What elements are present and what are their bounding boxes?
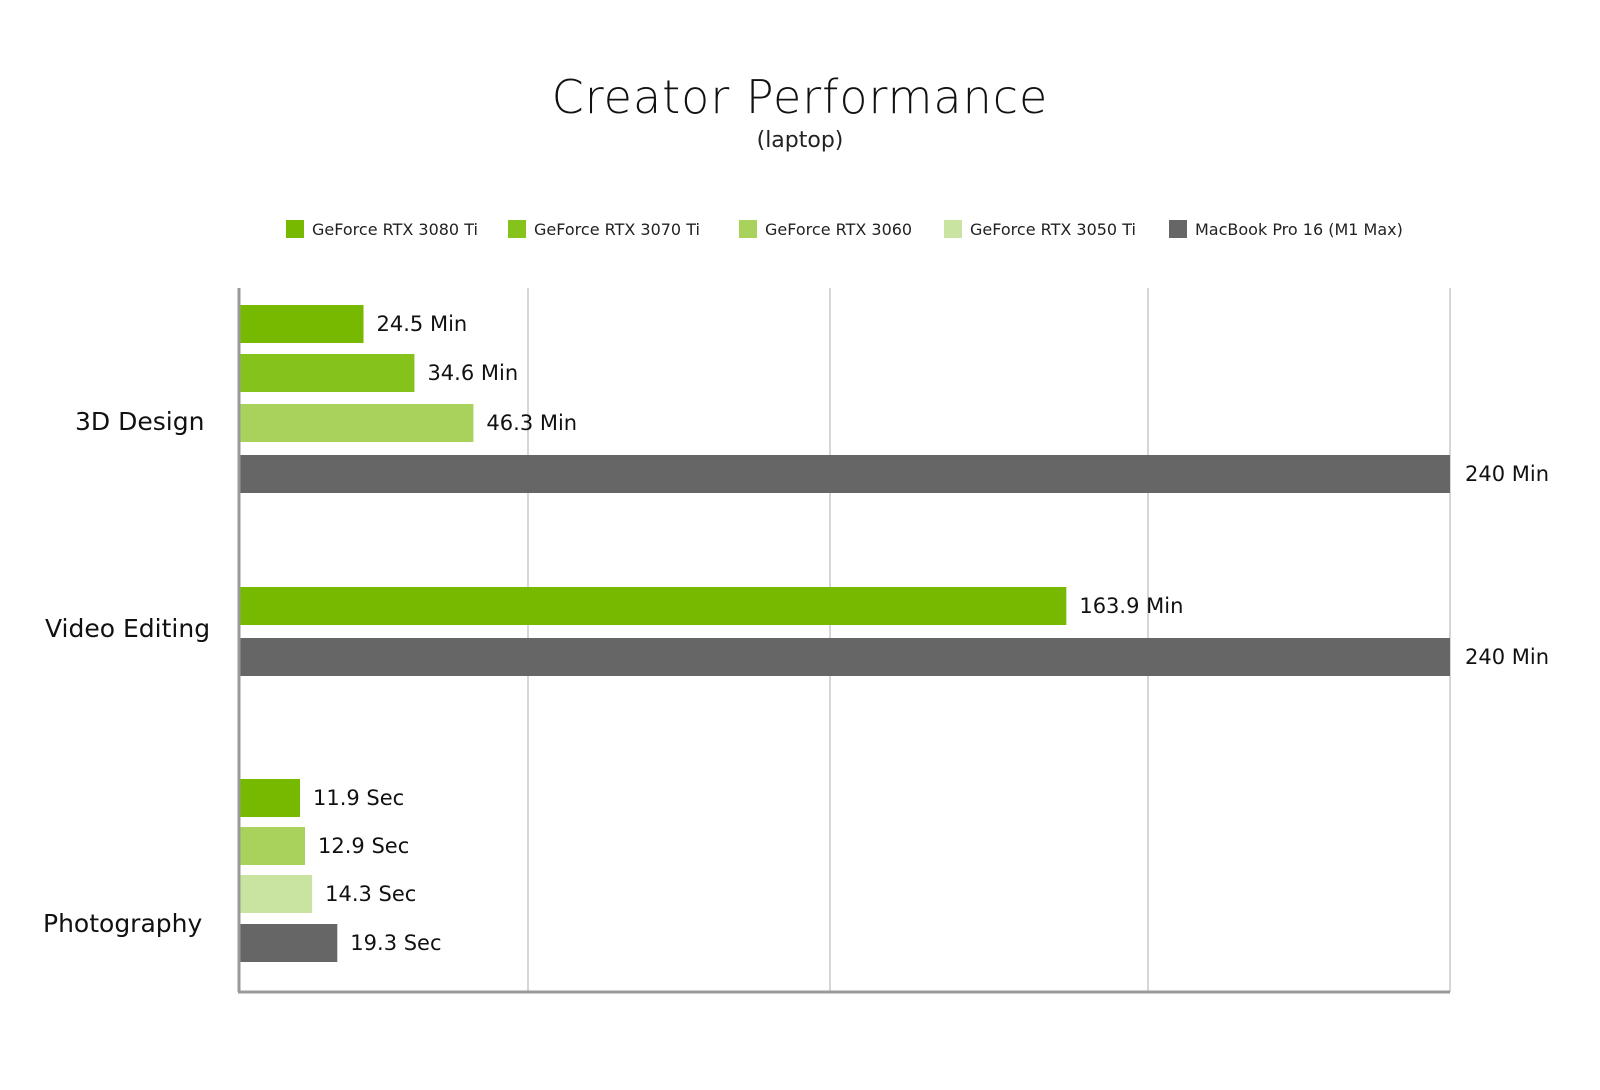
chart-subtitle: (laptop) [756,128,844,153]
bar [240,354,415,392]
axes [237,288,1450,994]
legend-label: GeForce RTX 3060 [765,220,912,239]
category-label: Video Editing [45,614,210,643]
data-label: 240 Min [1465,645,1549,669]
data-label: 34.6 Min [427,361,518,385]
bar-group: 3D Design 24.5 Min 34.6 Min 46.3 Min 240 Min [75,305,1549,493]
bar [240,924,338,962]
legend-label: GeForce RTX 3050 Ti [970,220,1136,239]
bar [240,305,364,343]
chart-title: Creator Performance [551,70,1049,124]
bar-group: Video Editing 163.9 Min 240 Min [45,587,1549,676]
bar [240,638,1450,676]
bars: 3D Design 24.5 Min 34.6 Min 46.3 Min 240 Min… [43,305,1549,962]
bar [240,779,300,817]
data-label: 46.3 Min [486,411,577,435]
category-label: 3D Design [75,407,204,436]
bar [240,875,313,913]
bar [240,587,1067,625]
bar [240,827,306,865]
data-label: 14.3 Sec [325,882,416,906]
legend-item: GeForce RTX 3080 Ti [286,220,478,239]
data-label: 240 Min [1465,462,1549,486]
legend-item: GeForce RTX 3050 Ti [944,220,1136,239]
bar [240,404,474,442]
legend-label: MacBook Pro 16 (M1 Max) [1195,220,1403,239]
data-label: 24.5 Min [377,312,468,336]
bar-group: Photography 11.9 Sec 12.9 Sec 14.3 Sec 19.3 … [43,779,442,962]
data-label: 12.9 Sec [318,834,409,858]
legend-item: MacBook Pro 16 (M1 Max) [1169,220,1403,239]
data-label: 19.3 Sec [350,931,441,955]
data-label: 11.9 Sec [313,786,404,810]
legend-swatch [1169,220,1187,238]
legend-swatch [508,220,526,238]
legend-label: GeForce RTX 3070 Ti [534,220,700,239]
legend-swatch [286,220,304,238]
bar [240,455,1450,493]
legend-item: GeForce RTX 3060 [739,220,912,239]
data-label: 163.9 Min [1079,594,1183,618]
legend-label: GeForce RTX 3080 Ti [312,220,478,239]
category-label: Photography [43,909,202,938]
legend-swatch [739,220,757,238]
legend-swatch [944,220,962,238]
legend-item: GeForce RTX 3070 Ti [508,220,700,239]
legend: GeForce RTX 3080 Ti GeForce RTX 3070 Ti Ge… [286,220,1403,239]
